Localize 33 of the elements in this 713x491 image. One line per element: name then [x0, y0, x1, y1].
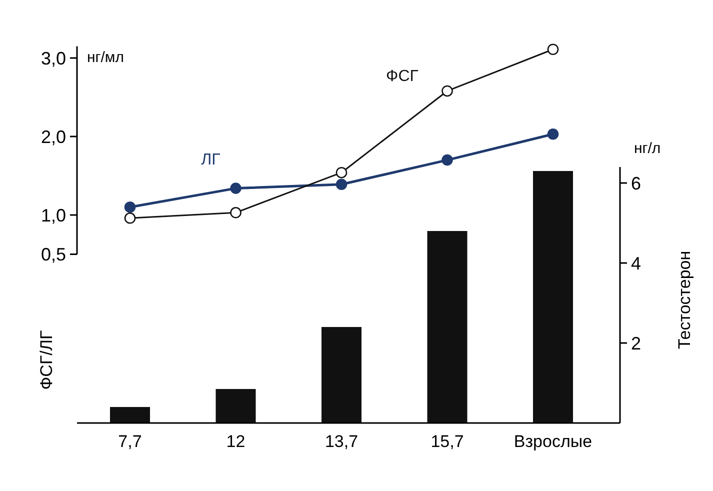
- y-axis-title: ФСГ/ЛГ: [37, 330, 56, 390]
- bar: [216, 389, 256, 423]
- text: нг/л: [634, 140, 661, 157]
- y-tick-label: 1,0: [40, 205, 66, 226]
- y-tick-label: 2,0: [40, 126, 66, 147]
- point: [442, 154, 453, 166]
- y-tick-label: 6: [631, 173, 642, 194]
- x-tick-label: 7,7: [118, 432, 142, 451]
- y-tick-label: 2: [631, 333, 642, 354]
- bar: [427, 231, 468, 423]
- x-tick-label: 12: [226, 432, 246, 451]
- y-tick-label: 4: [631, 253, 642, 274]
- series-label: ЛГ: [201, 151, 221, 168]
- y-tick-label: 3,0: [40, 48, 66, 68]
- point: [336, 166, 348, 178]
- point: [124, 202, 136, 213]
- y-axis-title: Тестостерон: [675, 250, 694, 350]
- point: [547, 44, 559, 56]
- x-tick-label: Взрослые: [514, 432, 592, 451]
- bar: [533, 171, 573, 423]
- bar: [322, 327, 362, 423]
- point: [230, 206, 242, 218]
- x-tick-label: 15,7: [430, 432, 464, 451]
- y-tick-label: 0,5: [40, 244, 66, 265]
- annotation: нг/мл: [87, 49, 124, 66]
- x-tick-label: 13,7: [324, 432, 358, 451]
- series-label: ФСГ: [386, 68, 419, 85]
- point: [442, 85, 453, 97]
- point: [230, 182, 242, 194]
- bar: [110, 407, 150, 423]
- point: [124, 212, 136, 224]
- point: [547, 128, 559, 140]
- point: [336, 178, 348, 190]
